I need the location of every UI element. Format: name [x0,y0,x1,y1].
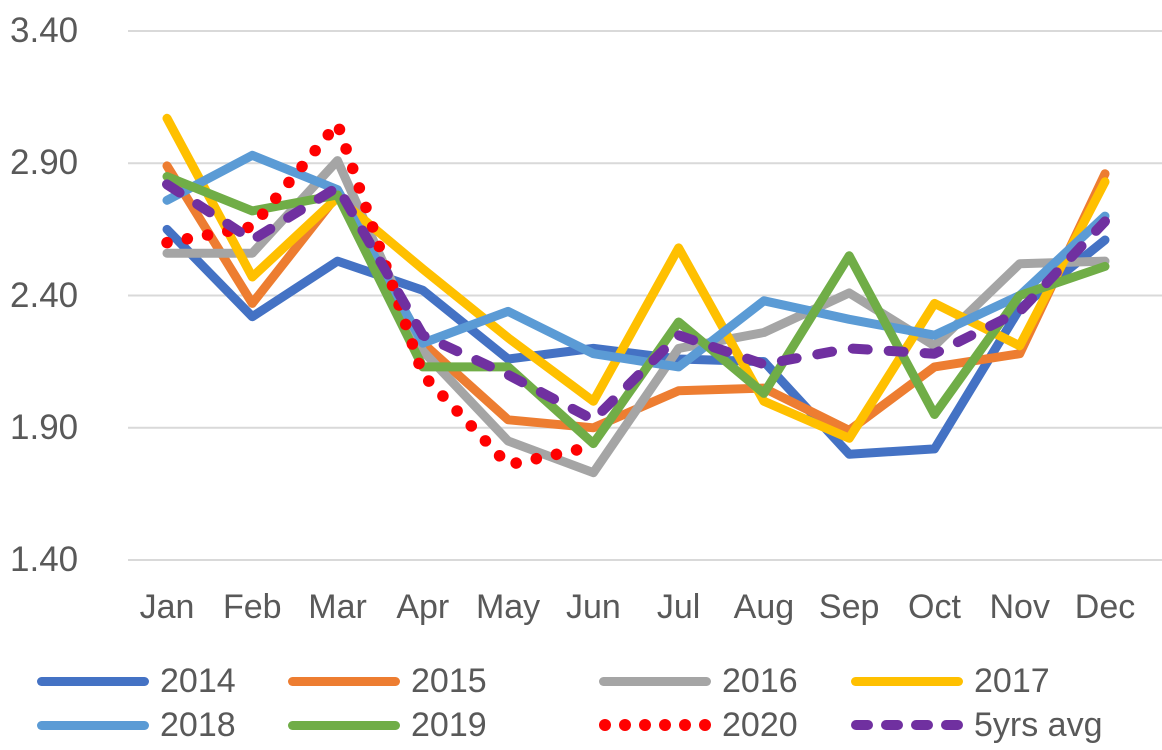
series-line-5yrs-avg [162,179,1110,425]
series-line-2017 [162,113,1110,443]
legend-dash [941,720,963,730]
legend-label: 2015 [411,662,487,700]
series-line-2018 [162,150,1110,372]
legend-swatch-solid [288,708,400,742]
legend-label: 2019 [411,706,487,744]
x-axis-tick-label-Oct: Oct [908,588,961,626]
legend-label: 2018 [160,706,236,744]
series-line-2015 [162,161,1110,435]
legend-swatch-solid [37,664,149,698]
legend-dash [911,720,933,730]
legend-label: 2014 [160,662,236,700]
series-line-2014 [162,224,1110,459]
legend-swatch-dashed [851,708,963,742]
legend-line-sample [37,721,149,730]
series-line-2020 [161,117,600,471]
legend-label: 2017 [974,662,1050,700]
legend-dot [599,719,611,731]
x-axis-tick-label-Feb: Feb [222,588,282,626]
y-axis-tick-label: 1.90 [10,407,79,447]
legend-label: 2016 [722,662,798,700]
x-axis-tick-label-Jan: Jan [139,588,195,626]
x-axis-tick-label-May: May [475,588,541,626]
legend-dash [851,720,873,730]
legend-line-sample [288,721,400,730]
legend-swatch-dotted [599,708,711,742]
legend-label: 2020 [722,706,798,744]
x-axis-tick-label-Nov: Nov [989,588,1050,626]
legend-line-sample [599,677,711,686]
y-axis-tick-label: 2.90 [10,143,79,183]
x-axis-tick-label-Dec: Dec [1074,588,1136,626]
x-axis-tick-label-Jun: Jun [565,588,621,626]
y-axis-tick-label: 2.40 [10,275,79,315]
x-axis-tick-label-Mar: Mar [308,588,367,626]
legend-swatch-solid [599,664,711,698]
legend-line-sample [37,677,149,686]
legend-label: 5yrs avg [974,706,1103,744]
x-axis-tick-label-Sep: Sep [818,588,880,626]
legend-line-sample [288,677,400,686]
legend-swatch-solid [851,664,963,698]
legend-dot [699,719,711,731]
legend-swatch-solid [288,664,400,698]
legend-dot [619,719,631,731]
legend-dot [639,719,651,731]
x-axis-tick-label-Apr: Apr [396,588,450,626]
y-axis-tick-label: 3.40 [10,11,79,50]
legend-dot [679,719,691,731]
legend-swatch-solid [37,708,149,742]
legend-line-sample [851,677,963,686]
y-axis-tick-label: 1.40 [10,540,79,579]
x-axis-tick-label-Aug: Aug [733,588,795,626]
legend-dash [881,720,903,730]
legend-dot [659,719,671,731]
x-axis-tick-label-Jul: Jul [656,588,701,626]
